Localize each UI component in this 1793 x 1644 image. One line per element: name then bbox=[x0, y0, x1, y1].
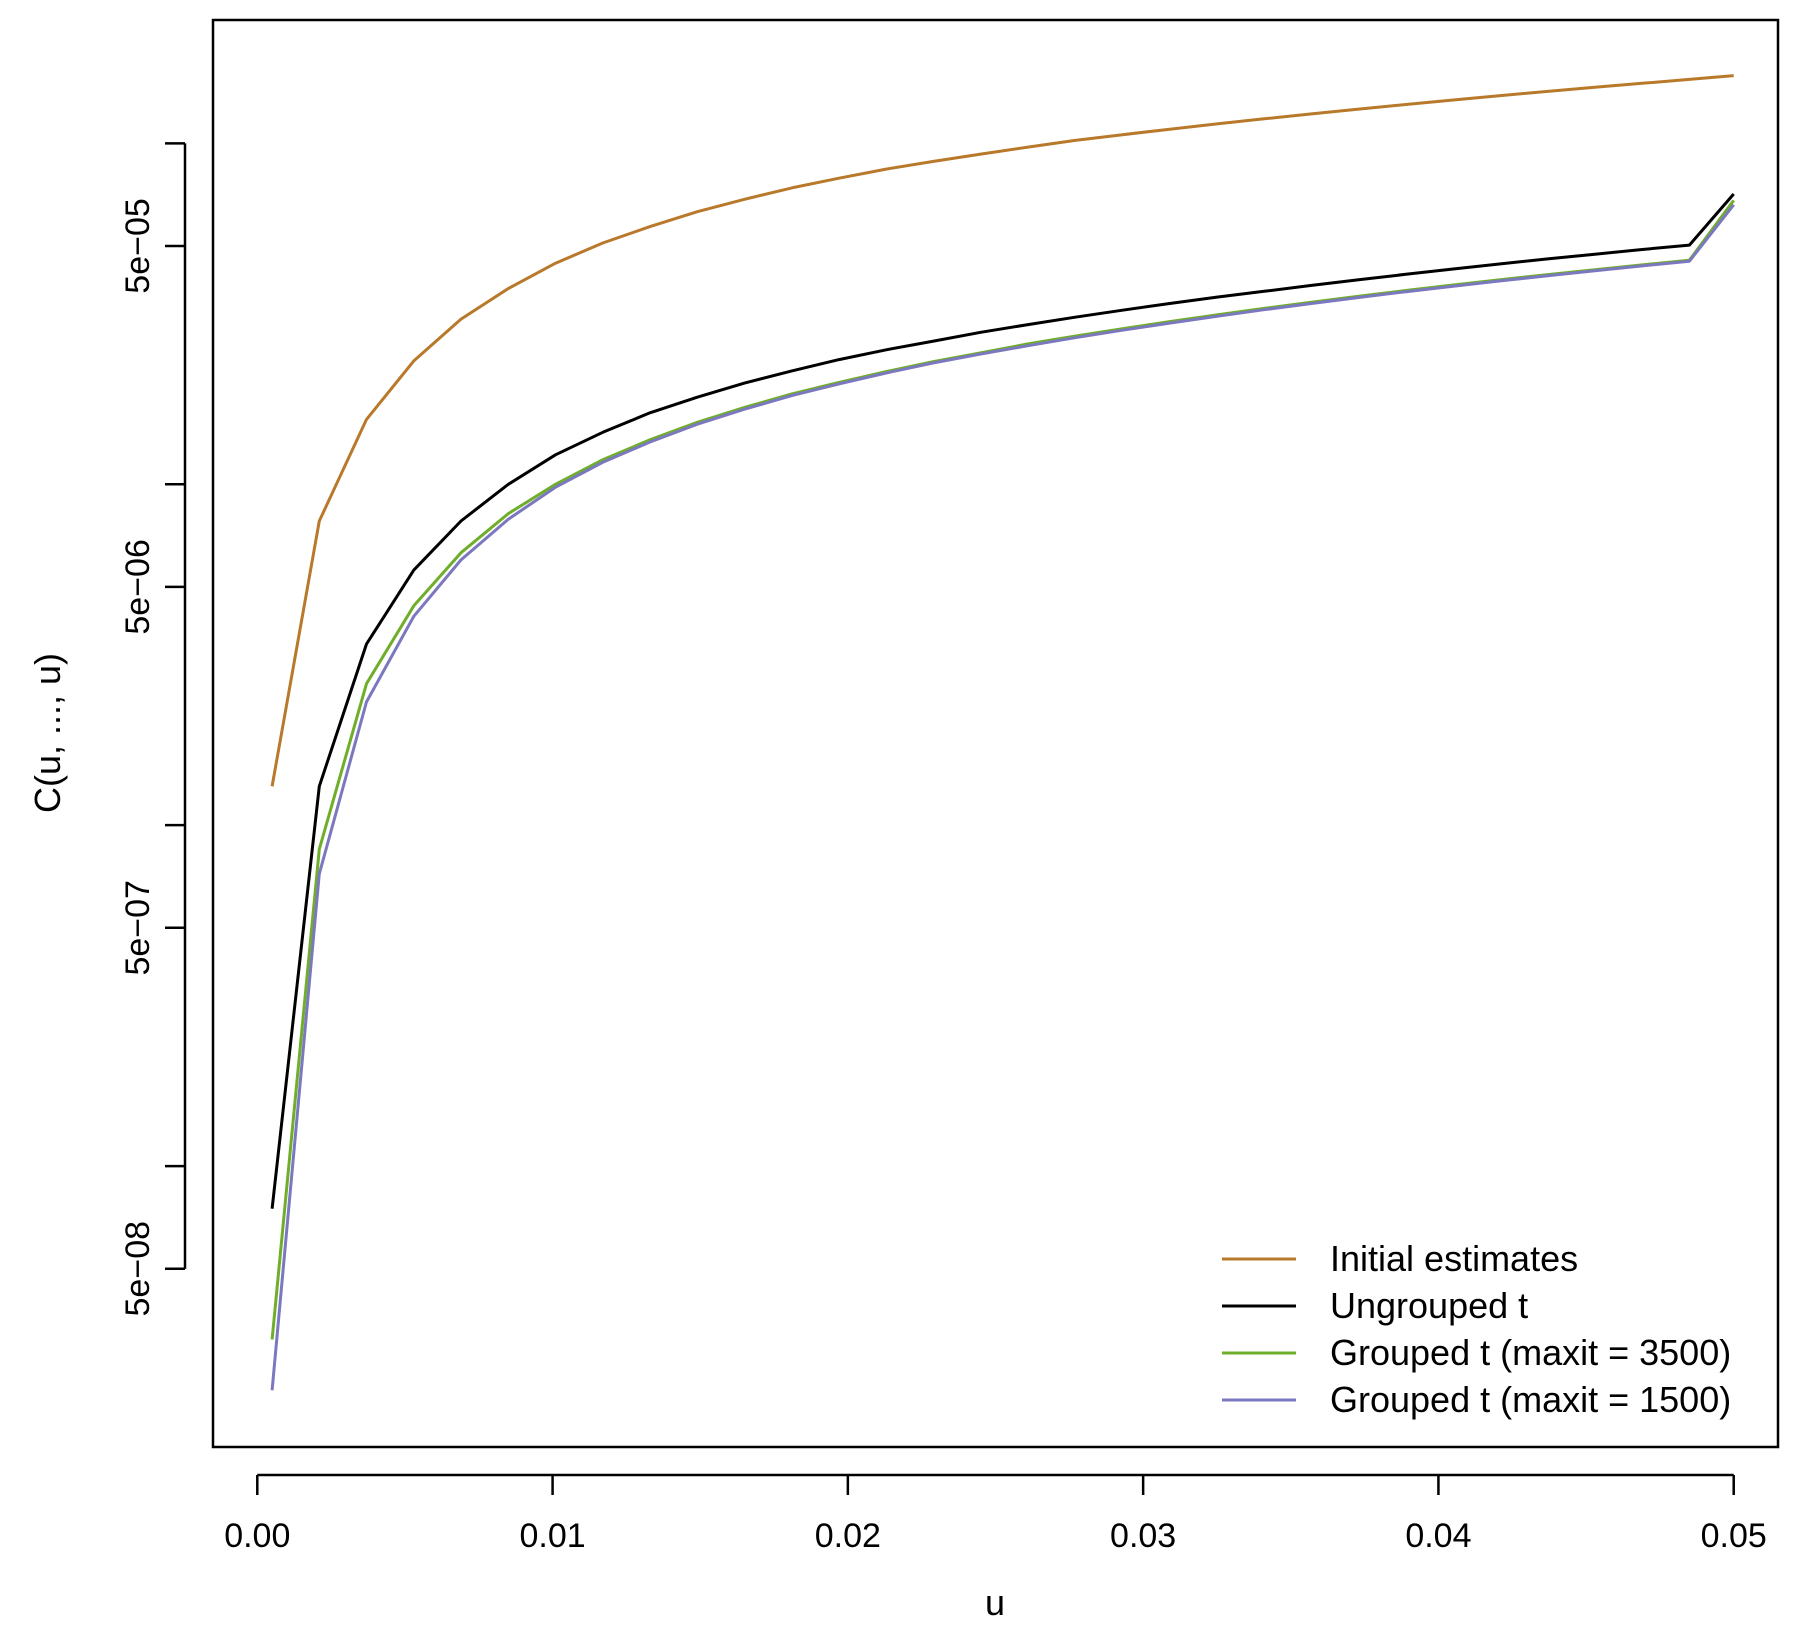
x-tick-label: 0.02 bbox=[815, 1517, 881, 1555]
y-axis: 5e−08 5e−07 5e−06 5e−05 bbox=[119, 142, 187, 1317]
legend-label-3: Grouped t (maxit = 3500) bbox=[1330, 1332, 1731, 1373]
x-tick-label: 0.05 bbox=[1701, 1517, 1767, 1555]
x-axis-title: u bbox=[985, 1582, 1005, 1623]
x-axis: 0.00 0.01 0.02 0.03 0.04 0.05 bbox=[224, 1473, 1767, 1555]
y-tick-label: 5e−05 bbox=[119, 198, 157, 293]
y-tick-label: 5e−06 bbox=[119, 539, 157, 635]
series-line-1 bbox=[270, 74, 1734, 787]
legend: Initial estimates Ungrouped t Grouped t (m… bbox=[1222, 1238, 1731, 1420]
y-axis-title: C(u, ..., u) bbox=[27, 653, 68, 813]
y-tick-label: 5e−08 bbox=[119, 1221, 157, 1317]
x-tick-label: 0.01 bbox=[519, 1517, 585, 1555]
x-tick-label: 0.03 bbox=[1110, 1517, 1176, 1555]
series-line-2 bbox=[270, 193, 1735, 1209]
legend-label-2: Ungrouped t bbox=[1330, 1285, 1528, 1326]
y-tick-label: 5e−07 bbox=[119, 880, 157, 976]
x-tick-label: 0.00 bbox=[224, 1517, 290, 1555]
series-line-4 bbox=[270, 203, 1735, 1391]
x-tick-label: 0.04 bbox=[1405, 1517, 1471, 1555]
series-layer bbox=[270, 74, 1735, 1391]
legend-label-4: Grouped t (maxit = 1500) bbox=[1330, 1379, 1731, 1420]
legend-label-1: Initial estimates bbox=[1330, 1238, 1578, 1279]
plot-frame bbox=[211, 18, 1780, 1449]
